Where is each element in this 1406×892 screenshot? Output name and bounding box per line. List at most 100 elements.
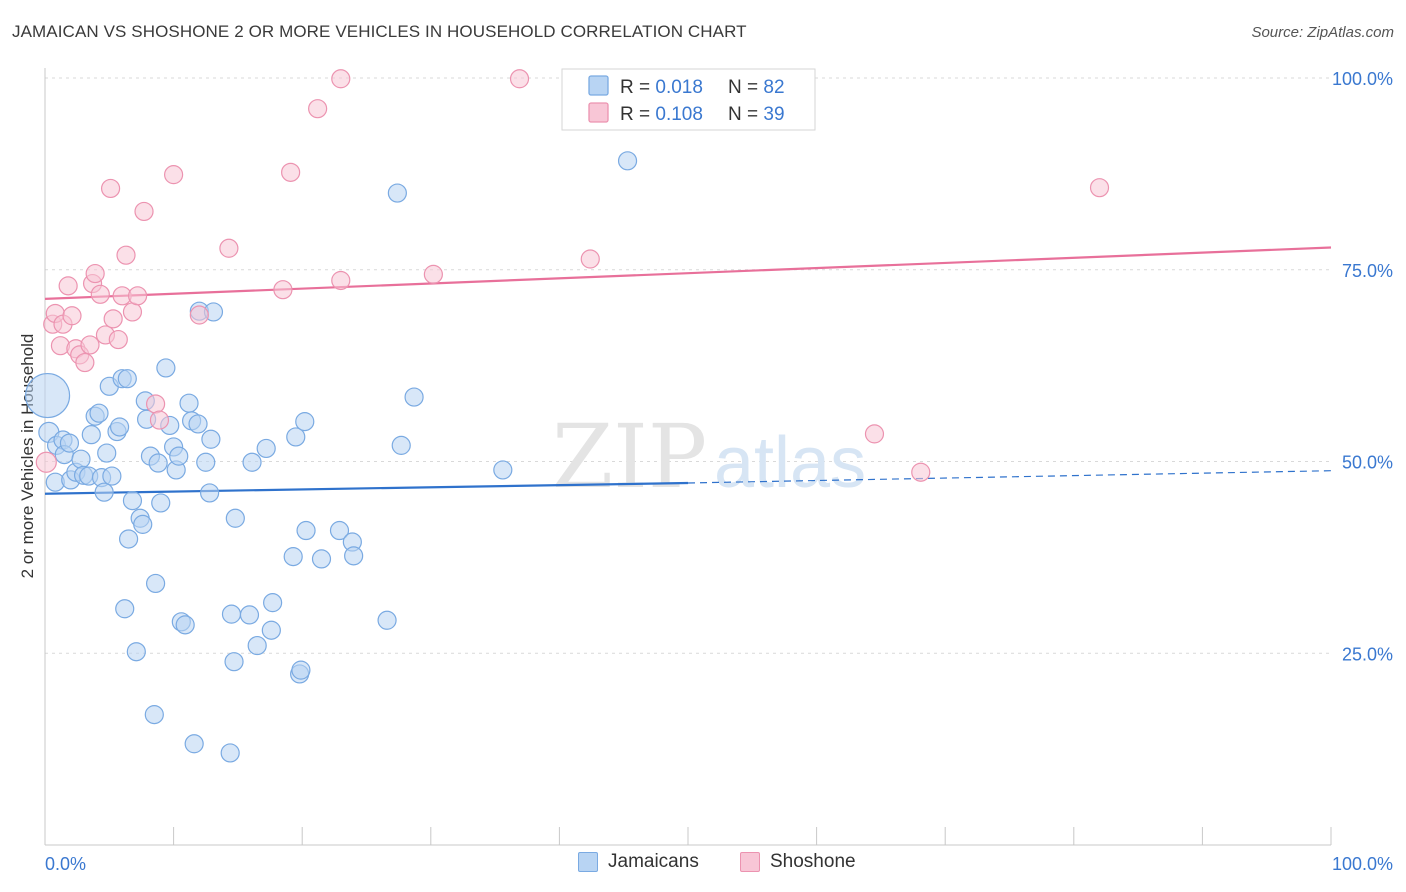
y-tick-label: 75.0%: [1342, 261, 1393, 281]
data-point: [221, 604, 242, 624]
data-point: [1089, 178, 1110, 198]
data-point: [126, 642, 146, 662]
data-point: [261, 620, 281, 640]
svg-text:N = 39: N = 39: [728, 104, 785, 125]
data-point: [80, 335, 100, 355]
legend-n-label: N =: [728, 77, 763, 98]
series-jamaicans-points: [24, 151, 638, 763]
data-point: [59, 433, 80, 453]
data-point: [291, 660, 311, 680]
data-point: [118, 529, 139, 549]
source-label: Source: ZipAtlas.com: [1251, 24, 1394, 41]
series-shoshone-points: [35, 69, 1110, 482]
data-point: [58, 276, 78, 296]
data-point: [148, 453, 168, 473]
legend-swatch-pink: [588, 102, 609, 123]
data-point: [286, 427, 306, 447]
data-point: [179, 393, 199, 413]
data-point: [115, 599, 135, 619]
legend-r-value: 0.018: [655, 77, 703, 98]
data-point: [580, 249, 600, 269]
legend-swatch-shoshone: [740, 852, 760, 872]
data-point: [219, 238, 239, 258]
data-point: [344, 546, 364, 566]
legend-item-shoshone[interactable]: Shoshone: [740, 851, 856, 873]
data-point: [220, 743, 240, 763]
legend-label-shoshone: Shoshone: [770, 851, 856, 872]
data-point: [145, 573, 166, 594]
data-point: [117, 369, 137, 389]
data-point: [423, 264, 443, 284]
data-point: [122, 491, 143, 511]
data-point: [377, 610, 397, 630]
data-point: [311, 549, 332, 569]
legend-r-value: 0.108: [655, 104, 703, 125]
data-point: [24, 372, 71, 419]
data-point: [71, 449, 91, 469]
data-point: [493, 460, 513, 480]
data-point: [225, 508, 245, 528]
data-point: [239, 605, 260, 625]
legend-label-jamaicans: Jamaicans: [608, 851, 699, 872]
data-point: [509, 69, 530, 89]
data-point: [273, 280, 293, 300]
data-point: [134, 201, 154, 222]
data-point: [404, 387, 424, 407]
data-point: [911, 462, 931, 482]
data-point: [175, 615, 195, 635]
legend-n-value: 82: [763, 77, 784, 98]
data-point: [102, 466, 122, 486]
data-point: [75, 352, 95, 373]
data-point: [242, 452, 262, 472]
x-tick-label: 0.0%: [45, 854, 86, 874]
svg-text:N = 82: N = 82: [728, 77, 785, 98]
data-point: [81, 425, 101, 445]
svg-text:R = 0.018: R = 0.018: [620, 77, 703, 98]
legend-item-jamaicans[interactable]: Jamaicans: [578, 851, 699, 873]
x-tick-labels: 0.0% 100.0%: [45, 854, 1393, 874]
data-point: [144, 705, 164, 725]
y-tick-label: 50.0%: [1342, 453, 1393, 473]
data-point: [391, 435, 411, 455]
legend-r-label: R =: [620, 77, 655, 98]
data-point: [103, 309, 123, 329]
data-point: [62, 306, 82, 326]
data-point: [263, 593, 283, 613]
data-point: [50, 336, 71, 356]
data-point: [89, 403, 109, 423]
data-point: [331, 270, 351, 291]
y-tick-label: 25.0%: [1342, 644, 1393, 664]
data-point: [109, 417, 130, 437]
data-point: [145, 394, 166, 414]
legend-swatch-jamaicans: [578, 852, 598, 872]
data-point: [100, 178, 121, 199]
data-point: [189, 305, 209, 325]
correlation-legend: R = 0.018 N = 82 R = 0.108 N = 39: [561, 68, 816, 131]
data-point: [331, 69, 351, 89]
legend-r-label: R =: [620, 104, 655, 125]
y-tick-labels: 100.0% 75.0% 50.0% 25.0%: [1332, 69, 1393, 664]
data-point: [864, 424, 885, 444]
data-point: [85, 263, 105, 284]
data-point: [196, 452, 216, 472]
data-point: [308, 99, 328, 119]
data-point: [296, 520, 316, 541]
x-tick-label: 100.0%: [1332, 854, 1393, 874]
data-point: [133, 514, 153, 534]
y-axis-label: 2 or more Vehicles in Household: [18, 334, 37, 579]
watermark-zip: ZIP: [552, 405, 707, 508]
legend-n-value: 39: [763, 104, 784, 125]
legend-n-label: N =: [728, 104, 763, 125]
data-point: [256, 438, 276, 459]
data-point: [35, 451, 57, 473]
data-point: [329, 520, 350, 541]
page-title: JAMAICAN VS SHOSHONE 2 OR MORE VEHICLES …: [12, 22, 747, 41]
data-point: [149, 410, 170, 430]
data-point: [281, 162, 301, 182]
gridlines: [45, 77, 1331, 654]
svg-text:R = 0.108: R = 0.108: [620, 104, 703, 125]
data-point: [122, 302, 143, 322]
watermark: ZIP atlas: [552, 405, 866, 508]
data-point: [201, 429, 221, 449]
